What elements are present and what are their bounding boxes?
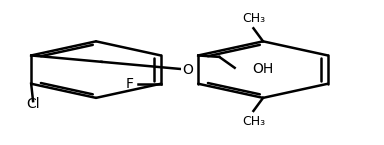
Text: CH₃: CH₃	[242, 115, 265, 128]
Text: F: F	[126, 77, 134, 91]
Text: OH: OH	[252, 62, 273, 76]
Text: CH₃: CH₃	[242, 12, 265, 25]
Text: Cl: Cl	[26, 97, 40, 111]
Text: O: O	[182, 63, 193, 77]
